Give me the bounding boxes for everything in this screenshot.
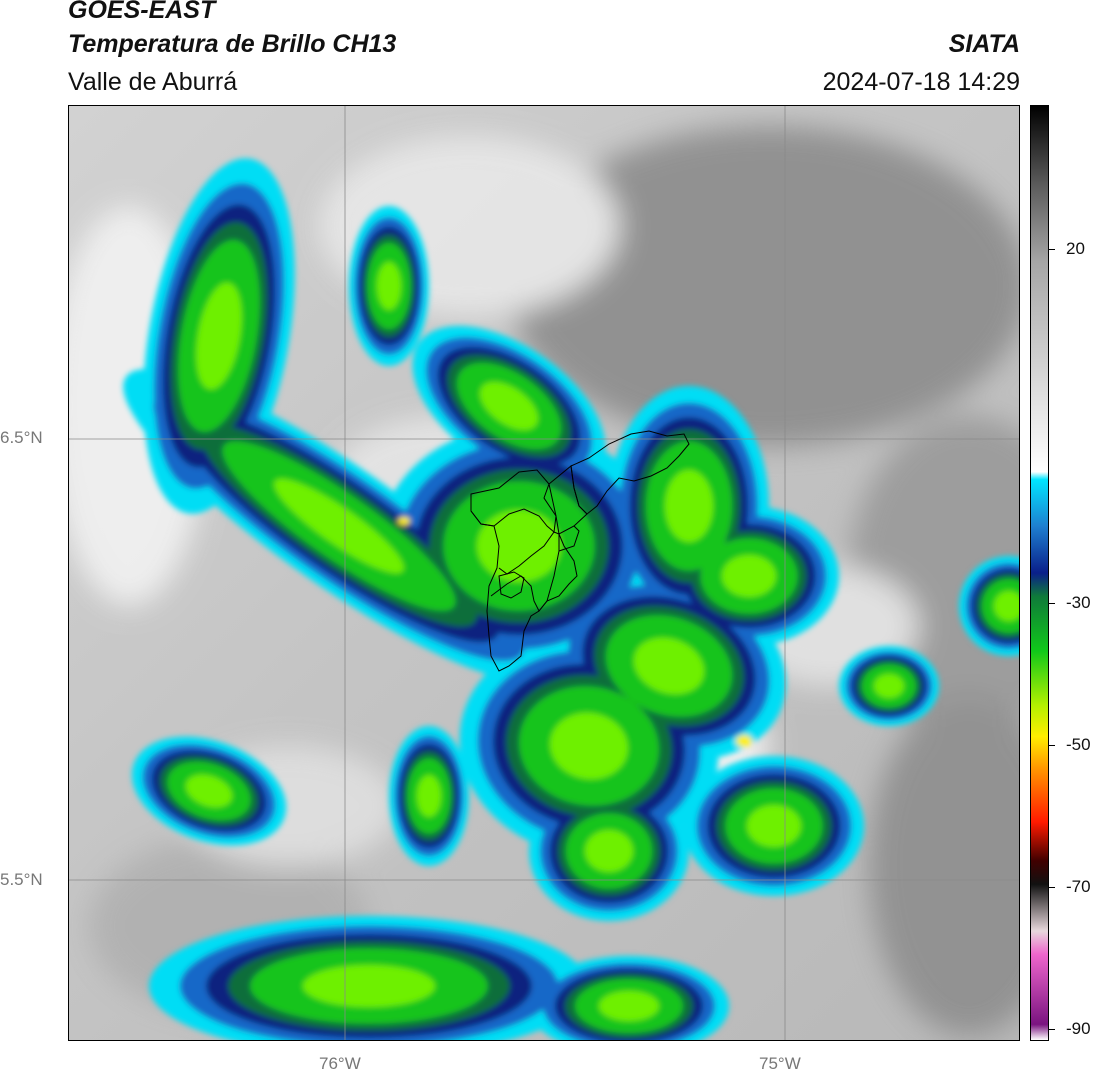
cloud-cell-level-5 (633, 637, 705, 695)
colorbar-tick (1049, 745, 1055, 746)
cloud-cell-level-5 (303, 965, 435, 1007)
cloud-cell-level-5 (874, 674, 904, 698)
colorbar-tick (1049, 603, 1055, 604)
cloud-cell-level-5 (994, 591, 1019, 621)
satellite-title: GOES-EAST (68, 0, 216, 24)
graticule (69, 106, 1019, 1040)
colorbar-tick (1049, 887, 1055, 888)
colorbar-label-neg90: -90 (1066, 1019, 1091, 1038)
colorbar-label-neg30: -30 (1066, 593, 1091, 612)
cloud-cell-level-5 (550, 712, 628, 780)
cold-core (398, 517, 410, 525)
convective-cells (123, 158, 1019, 1040)
product-title: Temperatura de Brillo CH13 (68, 30, 397, 58)
border-center (548, 465, 588, 535)
warm-cloud-se (869, 696, 1019, 1036)
lon-label-76w: 76°W (319, 1054, 361, 1073)
cloud-cell-level-5 (480, 382, 538, 430)
colorbar-tick (1049, 1029, 1055, 1030)
colorbar-tick (1049, 249, 1055, 250)
cloud-cell-level-5 (185, 774, 233, 808)
cloud-cell-level-5 (665, 470, 713, 542)
brightness-temperature-map[interactable] (68, 105, 1020, 1041)
border-southcore (498, 571, 525, 599)
cloud-cell-level-5 (747, 805, 801, 847)
colorbar-label-neg50: -50 (1066, 735, 1091, 754)
warm-cloud-ne (509, 126, 1019, 446)
municipality-borders (470, 430, 690, 672)
cloud-cell-level-5 (417, 775, 441, 817)
organization-label: SIATA (948, 30, 1020, 58)
cloud-cell-level-5 (377, 262, 401, 310)
cloud-cell-level-5 (585, 830, 633, 872)
colorbar-label-20: 20 (1066, 239, 1085, 258)
border-east (558, 525, 580, 552)
datetime-label: 2024-07-18 14:29 (822, 68, 1020, 96)
lat-label-5-5: 5.5°N (0, 870, 43, 889)
region-subtitle: Valle de Aburrá (68, 68, 238, 96)
cloud-cell-level-5 (599, 991, 659, 1021)
colorbar-label-neg70: -70 (1066, 877, 1091, 896)
cloud-cell-level-5 (477, 510, 561, 582)
cloud-cell-level-5 (722, 555, 776, 597)
border-west (470, 510, 560, 672)
cloud-cell-level-5 (274, 478, 404, 574)
cloud-cell-level-5 (196, 282, 242, 390)
lon-label-75w: 75°W (759, 1054, 801, 1073)
colorbar (1030, 105, 1049, 1041)
cold-core (736, 735, 752, 747)
lat-label-6-5: 6.5°N (0, 428, 43, 447)
